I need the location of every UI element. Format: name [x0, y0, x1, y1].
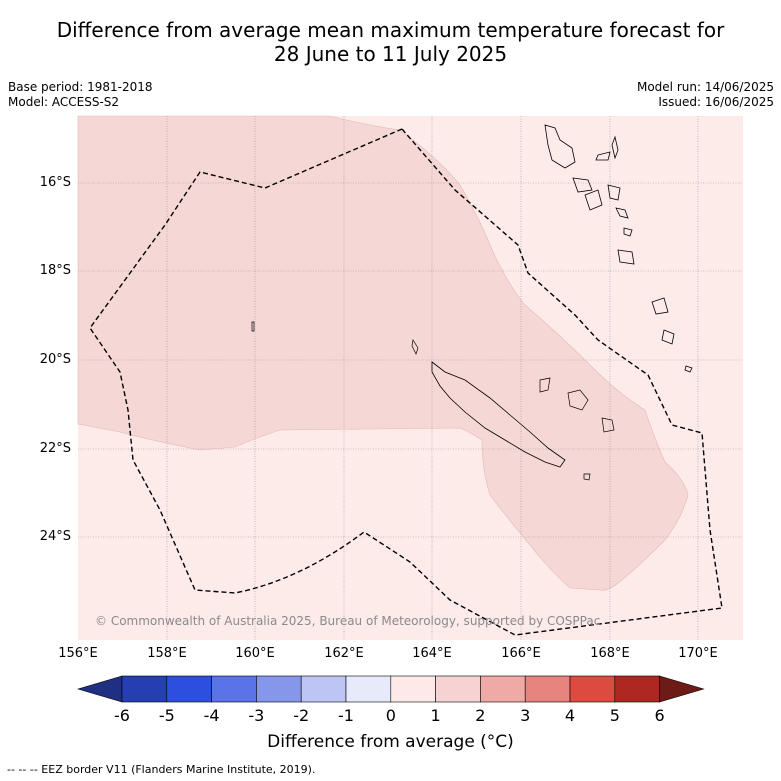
colorbar	[76, 675, 705, 703]
colorbar-bin	[121, 675, 168, 703]
colorbar-bin	[569, 675, 616, 703]
lon-label-166e: 166°E	[501, 646, 541, 661]
model-run: Model run: 14/06/2025	[636, 80, 774, 94]
colorbar-tick-label: 3	[520, 706, 531, 725]
lat-label-22s: 22°S	[39, 441, 71, 456]
eez-footnote: -- -- -- EEZ border V11 (Flanders Marine…	[7, 763, 316, 776]
base-period: Base period: 1981-2018	[8, 80, 153, 94]
colorbar-tick-label: 2	[475, 706, 486, 725]
loyalty-island-ouvea	[539, 377, 551, 393]
colorbar-tick-label: -3	[248, 706, 265, 725]
colorbar-tick-label: -2	[293, 706, 310, 725]
colorbar-bin	[300, 675, 347, 703]
colorbar-title: Difference from average (°C)	[267, 732, 514, 752]
new-caledonia-island	[431, 361, 566, 468]
colorbar-bin	[390, 675, 436, 703]
lat-label-16s: 16°S	[39, 175, 71, 190]
warm-anomaly-region	[77, 115, 689, 591]
loyalty-island-lifou	[567, 389, 589, 411]
colorbar-tick-label: -4	[203, 706, 220, 725]
model-name: Model: ACCESS-S2	[8, 95, 120, 109]
colorbar-bin	[480, 675, 526, 703]
colorbar-extend-low	[76, 675, 123, 703]
colorbar-tick-label: 6	[654, 706, 665, 725]
isle-of-pines	[583, 473, 591, 481]
lon-label-156e: 156°E	[58, 646, 98, 661]
colorbar-bin	[166, 675, 212, 703]
lon-label-160e: 160°E	[235, 646, 275, 661]
colorbar-bin	[256, 675, 302, 703]
map-gridlines	[78, 116, 743, 640]
lat-label-18s: 18°S	[39, 263, 71, 278]
colorbar-tick-label: -5	[158, 706, 175, 725]
belep-islets	[411, 339, 419, 355]
lon-label-170e: 170°E	[678, 646, 718, 661]
lat-label-20s: 20°S	[39, 352, 71, 367]
issued-date: Issued: 16/06/2025	[658, 95, 774, 109]
colorbar-bin	[345, 675, 392, 703]
lon-label-162e: 162°E	[324, 646, 364, 661]
colorbar-bin	[435, 675, 481, 703]
colorbar-bin	[524, 675, 571, 703]
colorbar-tick-label: -1	[338, 706, 354, 725]
meta-right: Model run: 14/06/2025 Issued: 16/06/2025	[637, 80, 774, 110]
copyright-notice: © Commonwealth of Australia 2025, Bureau…	[95, 614, 601, 628]
colorbar-extend-high	[659, 675, 705, 703]
colorbar-bin	[614, 675, 660, 703]
colorbar-tick-label: 0	[385, 706, 396, 725]
lon-label-164e: 164°E	[412, 646, 452, 661]
colorbar-tick-label: 5	[609, 706, 620, 725]
map-title-line1: Difference from average mean maximum tem…	[56, 18, 725, 42]
map-title-line2: 28 June to 11 July 2025	[273, 42, 508, 66]
map-title: Difference from average mean maximum tem…	[0, 18, 781, 66]
loyalty-island-mare	[601, 417, 615, 433]
chesterfield-reef	[251, 321, 255, 332]
lat-label-24s: 24°S	[39, 529, 71, 544]
colorbar-bin	[211, 675, 257, 703]
vanuatu-islands	[544, 124, 693, 373]
colorbar-tick-label: -6	[114, 706, 130, 725]
lon-label-168e: 168°E	[590, 646, 630, 661]
colorbar-tick-label: 4	[564, 706, 576, 725]
lon-label-158e: 158°E	[147, 646, 187, 661]
meta-left: Base period: 1981-2018 Model: ACCESS-S2	[8, 80, 153, 110]
eez-border	[89, 128, 723, 636]
colorbar-tick-label: 1	[430, 706, 441, 725]
